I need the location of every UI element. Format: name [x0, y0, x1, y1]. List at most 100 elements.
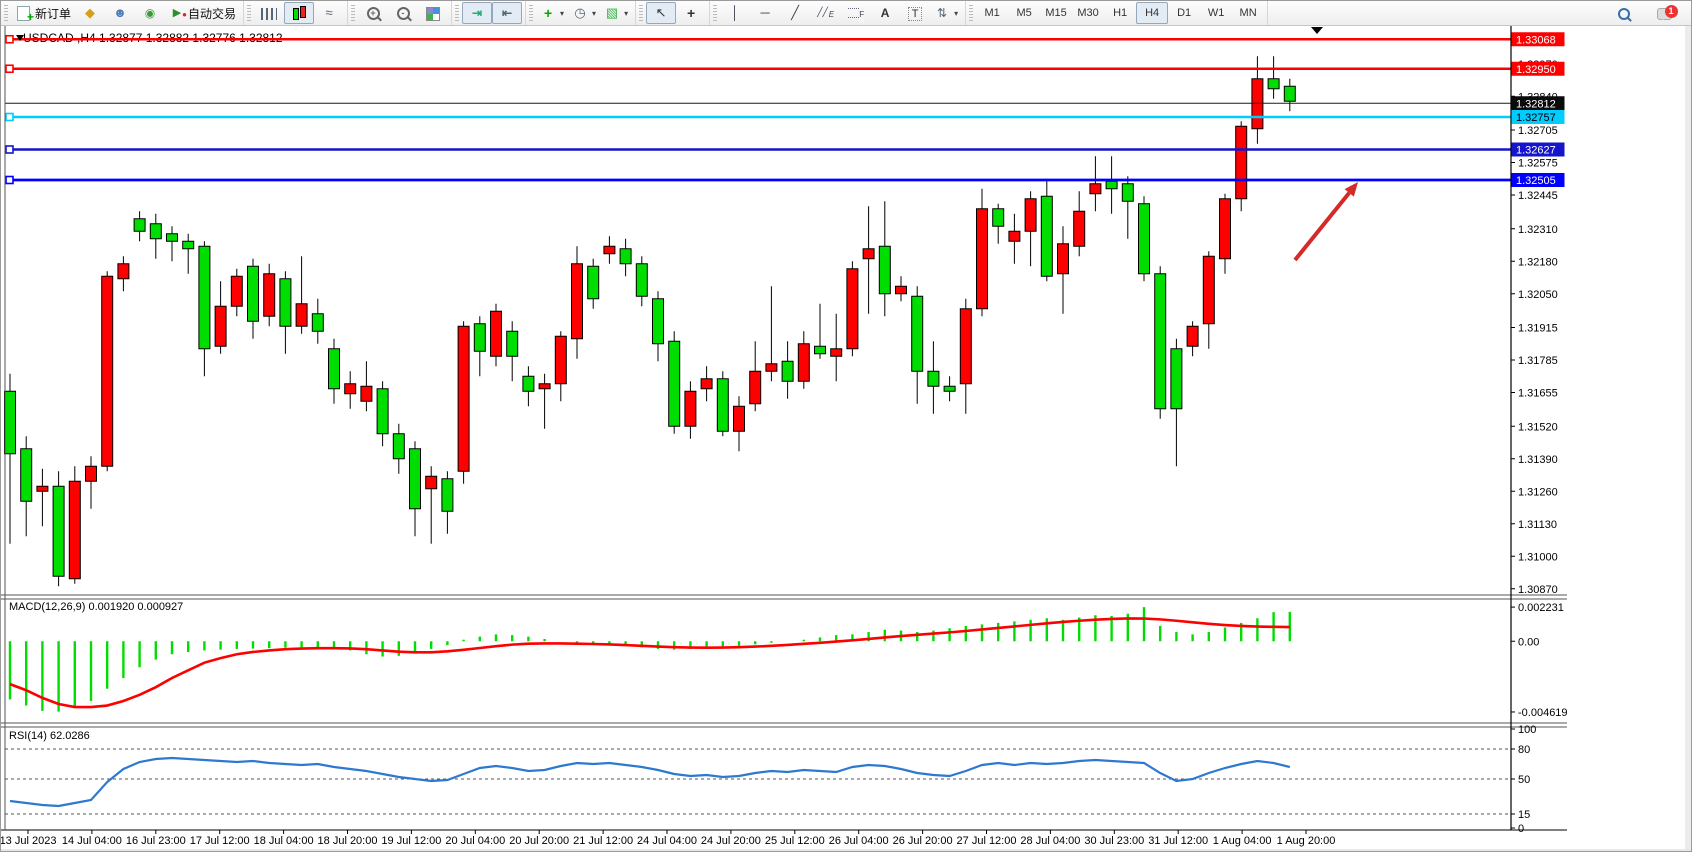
support-line-2-handle[interactable] [5, 175, 14, 185]
price-badge [1511, 96, 1565, 111]
support-line-1-handle[interactable] [5, 145, 14, 154]
rsi-pane: RSI(14) 62.0286 100 80 50 15 0 [5, 724, 1536, 835]
time-tick-label: 27 Jul 12:00 [957, 835, 1017, 847]
tf-mn[interactable]: MN [1239, 7, 1257, 19]
chevron-down-icon[interactable]: ▾ [954, 8, 959, 18]
price-badge-label: 1.33068 [1516, 34, 1556, 46]
tf-d1[interactable]: D1 [1177, 7, 1192, 19]
price-tick-label: 1.31000 [1518, 551, 1558, 563]
chevron-down-icon[interactable]: ▾ [560, 8, 565, 18]
price-tick-label: 1.30870 [1518, 584, 1558, 596]
candlestick-icon [291, 5, 307, 21]
crosshair-button[interactable]: + [676, 2, 706, 24]
channel-button[interactable]: E [810, 2, 840, 24]
candle-body [830, 348, 843, 357]
tf-m15[interactable]: M15 [1045, 7, 1067, 19]
price-badge [1511, 32, 1565, 47]
rsi-line [9, 756, 1291, 808]
candle-body [52, 485, 65, 577]
zoom-out-button[interactable]: - [388, 2, 418, 24]
price-tick-label: 1.32705 [1518, 125, 1558, 137]
notification-badge: 1 [1664, 5, 1678, 18]
horizontal-lines-layer [5, 34, 1511, 185]
periods-button[interactable]: ◷ ▾ [568, 2, 600, 24]
up-arrow-head [1344, 182, 1358, 197]
label-button[interactable]: T [900, 2, 930, 24]
time-axis[interactable]: 13 Jul 2023 14 Jul 04:00 16 Jul 23:00 17 Ju… [1, 830, 1335, 847]
candle-body [927, 370, 940, 387]
tile-windows-button[interactable] [418, 2, 448, 24]
notifications-button[interactable]: 1 [1649, 2, 1679, 24]
alerts-button[interactable]: ◆ [75, 2, 105, 24]
equidistant-channel-icon: E [817, 4, 834, 21]
indicators-button[interactable]: + ▾ [536, 2, 568, 24]
toolbar-group-chart-type: ≈ [244, 1, 349, 25]
text-button[interactable]: A [870, 2, 900, 24]
toolbar-group-insert: + ▾ ◷ ▾ ▧ ▾ [526, 1, 637, 25]
chart-shift-button[interactable]: ⇤ [492, 2, 523, 24]
tf-h4[interactable]: H4 [1136, 2, 1169, 24]
candle-body [1219, 198, 1231, 260]
candle-body [263, 273, 276, 317]
bar-chart-button[interactable] [254, 2, 284, 24]
community-button[interactable]: ☻ [105, 2, 135, 24]
signals-button[interactable]: ◉ [135, 2, 165, 24]
price-badge-label: 1.32812 [1516, 98, 1556, 110]
title-marker-icon [16, 35, 24, 41]
chart-shift-marker-icon[interactable] [1311, 27, 1323, 34]
time-tick-label: 31 Jul 12:00 [1148, 835, 1208, 847]
tf-m1[interactable]: M1 [984, 7, 1000, 19]
candle-body [198, 245, 211, 350]
right-scroll-strip[interactable] [1685, 25, 1692, 852]
candle-body [749, 370, 762, 405]
chevron-down-icon[interactable]: ▾ [624, 8, 629, 18]
horizontal-line-button[interactable]: ─ [750, 2, 780, 24]
candle-body [85, 465, 97, 482]
templates-button[interactable]: ▧ ▾ [600, 2, 632, 24]
price-badge [1511, 142, 1565, 157]
candle-body [1267, 78, 1280, 90]
resistance-line-2-handle[interactable] [5, 64, 14, 74]
cursor-button[interactable]: ↖ [646, 2, 677, 24]
trendline-button[interactable]: ╱ [780, 2, 810, 24]
trendline-icon: ╱ [791, 5, 799, 20]
resistance-line-1-handle[interactable] [5, 34, 14, 44]
shapes-button[interactable]: ⇅ ▾ [930, 2, 962, 24]
time-tick-label: 1 Aug 20:00 [1277, 835, 1336, 847]
chevron-down-icon[interactable]: ▾ [592, 8, 597, 18]
vertical-line-button[interactable]: │ [720, 2, 750, 24]
price-badge [1511, 173, 1565, 187]
search-button[interactable] [1609, 2, 1639, 24]
tf-m30[interactable]: M30 [1077, 7, 1099, 19]
price-tick-label: 1.32310 [1518, 224, 1558, 236]
candle-body [797, 343, 810, 382]
price-tick-label: 1.32445 [1518, 190, 1558, 202]
horn-icon: ◆ [85, 5, 96, 20]
new-order-button[interactable]: 新订单 [11, 2, 75, 25]
drag-grip [247, 5, 252, 21]
tf-h1[interactable]: H1 [1113, 7, 1128, 19]
zoom-in-button[interactable]: + [358, 2, 388, 24]
cyan-level-line-handle[interactable] [5, 112, 14, 122]
candle-body [425, 475, 438, 490]
auto-scroll-button[interactable]: ⇥ [462, 2, 493, 24]
tf-w1[interactable]: W1 [1207, 7, 1225, 19]
rsi-tick-label: 0 [1518, 823, 1524, 835]
candlestick-button[interactable] [284, 2, 315, 24]
up-arrow-annotation[interactable] [1293, 191, 1351, 262]
horizontal-line-icon: ─ [760, 5, 770, 20]
fibonacci-button[interactable]: F [840, 2, 870, 24]
price-badge-label: 1.32757 [1516, 112, 1556, 124]
tf-m5[interactable]: M5 [1016, 7, 1032, 19]
candle-body [733, 405, 745, 432]
candle-body [133, 218, 146, 232]
new-order-icon [17, 5, 34, 25]
candle-body [1186, 325, 1199, 347]
line-chart-button[interactable]: ≈ [314, 2, 344, 24]
candle-body [230, 275, 243, 307]
autotrading-button[interactable]: ▶自动交易 [165, 2, 240, 24]
candle-body [943, 385, 956, 392]
time-tick-label: 18 Jul 20:00 [318, 835, 378, 847]
